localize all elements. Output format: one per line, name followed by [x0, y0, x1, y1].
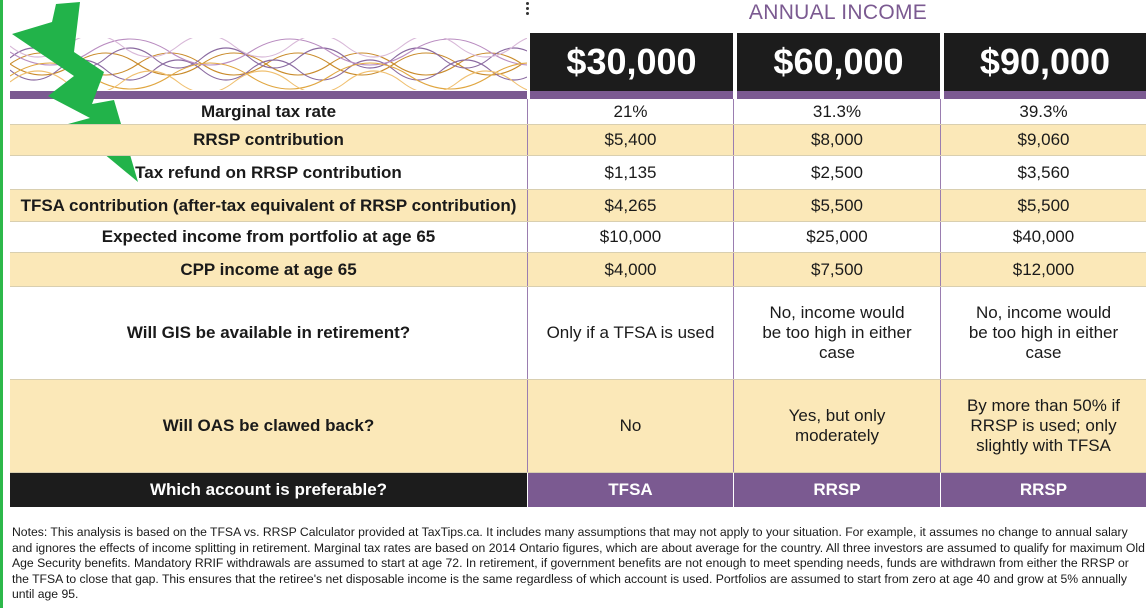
row-label: Tax refund on RRSP contribution	[135, 162, 402, 182]
value-60k: $2,500	[733, 156, 940, 189]
row-label: RRSP contribution	[193, 130, 344, 149]
footnotes: Notes: This analysis is based on the TFS…	[12, 525, 1145, 601]
row-label: Will OAS be clawed back?	[162, 416, 375, 435]
value-90k: $3,560	[940, 156, 1146, 189]
income-header-60k: $60,000	[737, 33, 940, 91]
value-30k: Only if a TFSA is used	[527, 287, 733, 379]
value-30k: $10,000	[527, 222, 733, 252]
value-90k: By more than 50% if RRSP is used; only s…	[940, 380, 1146, 472]
value-90k: $9,060	[940, 125, 1146, 155]
value-60k: $25,000	[733, 222, 940, 252]
value-30k: $5,400	[527, 125, 733, 155]
value-90k: $40,000	[940, 222, 1146, 252]
value-30k: 21%	[527, 99, 733, 124]
header-band-30k	[530, 91, 733, 99]
header-band-90k	[944, 91, 1146, 99]
annual-income-heading: ANNUAL INCOME	[748, 1, 928, 24]
value-60k: $7,500	[733, 253, 940, 286]
table-row-gis-available: Will GIS be available in retirement? Onl…	[10, 287, 1146, 380]
table-row-oas-clawback: Will OAS be clawed back? No Yes, but onl…	[10, 380, 1146, 473]
value-60k: 31.3%	[733, 99, 940, 124]
value-90k: RRSP	[940, 473, 1146, 507]
value-90k: No, income would be too high in either c…	[940, 287, 1146, 379]
row-label: Which account is preferable?	[10, 473, 527, 507]
row-label: Expected income from portfolio at age 65	[101, 227, 436, 246]
income-header-90k: $90,000	[944, 33, 1146, 91]
value-60k: No, income would be too high in either c…	[733, 287, 940, 379]
value-60k: Yes, but only moderately	[733, 380, 940, 472]
value-60k: $8,000	[733, 125, 940, 155]
value-30k: $4,265	[527, 190, 733, 221]
table-row-marginal-tax: Marginal tax rate 21% 31.3% 39.3%	[10, 99, 1146, 125]
table-row-tfsa-contribution: TFSA contribution (after-tax equivalent …	[10, 190, 1146, 222]
value-30k: $4,000	[527, 253, 733, 286]
purple-underline-band	[10, 91, 527, 99]
value-60k: RRSP	[733, 473, 940, 507]
table-row-cpp-income: CPP income at age 65 $4,000 $7,500 $12,0…	[10, 253, 1146, 287]
value-90k: $5,500	[940, 190, 1146, 221]
row-label: Will GIS be available in retirement?	[126, 323, 411, 342]
value-30k: No	[527, 380, 733, 472]
value-30k: $1,135	[527, 156, 733, 189]
row-label: CPP income at age 65	[180, 259, 357, 279]
left-green-rule	[0, 0, 3, 608]
header-band-60k	[737, 91, 940, 99]
table-row-preferable-account: Which account is preferable? TFSA RRSP R…	[10, 473, 1146, 507]
drag-handle-dots	[526, 2, 530, 20]
value-60k: $5,500	[733, 190, 940, 221]
income-header-30k: $30,000	[530, 33, 733, 91]
table-row-portfolio-income: Expected income from portfolio at age 65…	[10, 222, 1146, 253]
value-90k: $12,000	[940, 253, 1146, 286]
table-row-tax-refund: Tax refund on RRSP contribution $1,135 $…	[10, 156, 1146, 190]
row-label: TFSA contribution (after-tax equivalent …	[20, 195, 517, 215]
value-90k: 39.3%	[940, 99, 1146, 124]
value-30k: TFSA	[527, 473, 733, 507]
row-label: Marginal tax rate	[200, 101, 337, 121]
table-row-rrsp-contribution: RRSP contribution $5,400 $8,000 $9,060	[10, 125, 1146, 156]
